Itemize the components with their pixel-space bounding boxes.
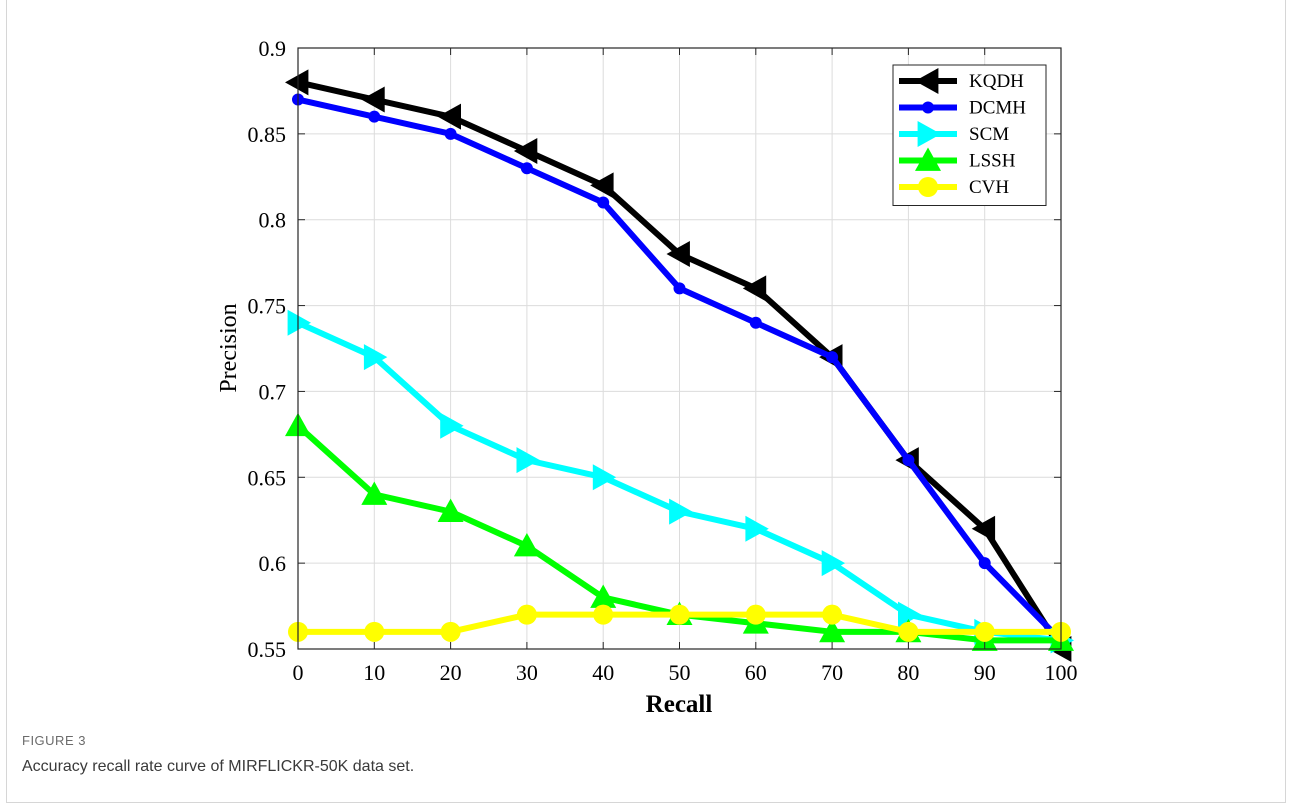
data-point — [898, 621, 919, 642]
data-point — [915, 68, 939, 94]
y-tick-label: 0.55 — [248, 637, 287, 662]
x-tick-label: 20 — [440, 660, 462, 685]
y-axis-label: Precision — [216, 303, 242, 392]
x-tick-label: 90 — [974, 660, 996, 685]
data-point — [902, 454, 915, 467]
data-point — [749, 316, 762, 329]
data-point — [520, 162, 533, 175]
data-point — [440, 621, 461, 642]
y-tick-label: 0.7 — [259, 379, 287, 404]
y-tick-label: 0.65 — [248, 465, 287, 490]
data-point — [513, 532, 540, 557]
legend-label: KQDH — [969, 71, 1024, 92]
x-tick-label: 10 — [363, 660, 385, 685]
data-point — [597, 196, 610, 209]
series-kqdh — [285, 69, 1072, 662]
data-point — [368, 110, 381, 123]
x-tick-label: 30 — [516, 660, 538, 685]
x-tick-label: 0 — [293, 660, 304, 685]
data-point — [826, 351, 839, 364]
data-point — [513, 138, 538, 165]
x-tick-label: 40 — [592, 660, 614, 685]
legend-box — [892, 64, 1047, 206]
data-point — [364, 621, 385, 642]
legend-label: CVH — [969, 177, 1009, 198]
x-tick-label: 70 — [821, 660, 843, 685]
data-point — [917, 121, 941, 147]
data-point — [437, 498, 464, 523]
series-cvh — [288, 604, 1071, 642]
data-point — [590, 584, 617, 608]
data-point — [444, 127, 457, 140]
data-point — [516, 604, 537, 625]
legend-label: DCMH — [969, 98, 1026, 119]
data-point — [669, 498, 693, 525]
data-point — [669, 604, 690, 625]
data-point — [898, 601, 922, 628]
y-tick-label: 0.9 — [259, 36, 287, 61]
precision-recall-chart: 0 10 20 30 40 50 60 70 80 90 100 0.55 0.6 0.65 0.7 0.75… — [216, 36, 1078, 718]
data-point — [974, 621, 995, 642]
data-point — [742, 275, 767, 302]
data-point — [918, 177, 938, 197]
y-tick-label: 0.75 — [248, 294, 287, 319]
data-point — [593, 604, 614, 625]
data-point — [361, 481, 388, 505]
legend-entry-dcmh: DCMH — [899, 98, 1026, 119]
figure-label: FIGURE 3 — [22, 733, 86, 748]
x-tick-label: 60 — [745, 660, 767, 685]
data-point — [590, 172, 614, 199]
legend-entry-scm: SCM — [899, 121, 1009, 147]
data-point — [287, 309, 311, 336]
data-point — [440, 412, 464, 439]
data-point — [666, 241, 690, 268]
data-point — [361, 86, 385, 113]
series-layer — [285, 69, 1074, 662]
data-point — [516, 447, 540, 474]
y-tick-label: 0.85 — [248, 122, 287, 147]
y-tick-label: 0.6 — [259, 551, 287, 576]
data-point — [437, 103, 461, 130]
data-point — [673, 282, 686, 295]
data-point — [971, 515, 996, 542]
data-point — [745, 515, 769, 542]
data-point — [822, 604, 843, 625]
data-point — [745, 604, 766, 625]
x-tick-label: 50 — [669, 660, 691, 685]
data-point — [819, 618, 846, 643]
data-point — [978, 557, 991, 570]
legend-label: LSSH — [969, 151, 1016, 172]
figure-caption: Accuracy recall rate curve of MIRFLICKR-… — [22, 758, 415, 775]
axes-layer: 0 10 20 30 40 50 60 70 80 90 100 0.55 0.6 0.65 0.7 0.75… — [248, 36, 1078, 685]
x-tick-label: 100 — [1045, 660, 1078, 685]
data-point — [363, 344, 388, 371]
legend-label: SCM — [969, 124, 1009, 145]
data-point — [592, 464, 617, 491]
legend-entry-kqdh: KQDH — [899, 68, 1024, 94]
x-tick-label: 80 — [897, 660, 919, 685]
y-tick-label: 0.8 — [259, 208, 287, 233]
x-axis-label: Recall — [646, 691, 713, 718]
data-point — [915, 147, 941, 171]
data-point — [821, 550, 846, 577]
data-point — [285, 69, 309, 96]
legend: KQDH DCMH SCM LSSH CVH — [892, 64, 1047, 206]
legend-entry-cvh: CVH — [899, 177, 1009, 198]
data-point — [922, 101, 934, 114]
legend-entry-lssh: LSSH — [899, 147, 1016, 172]
